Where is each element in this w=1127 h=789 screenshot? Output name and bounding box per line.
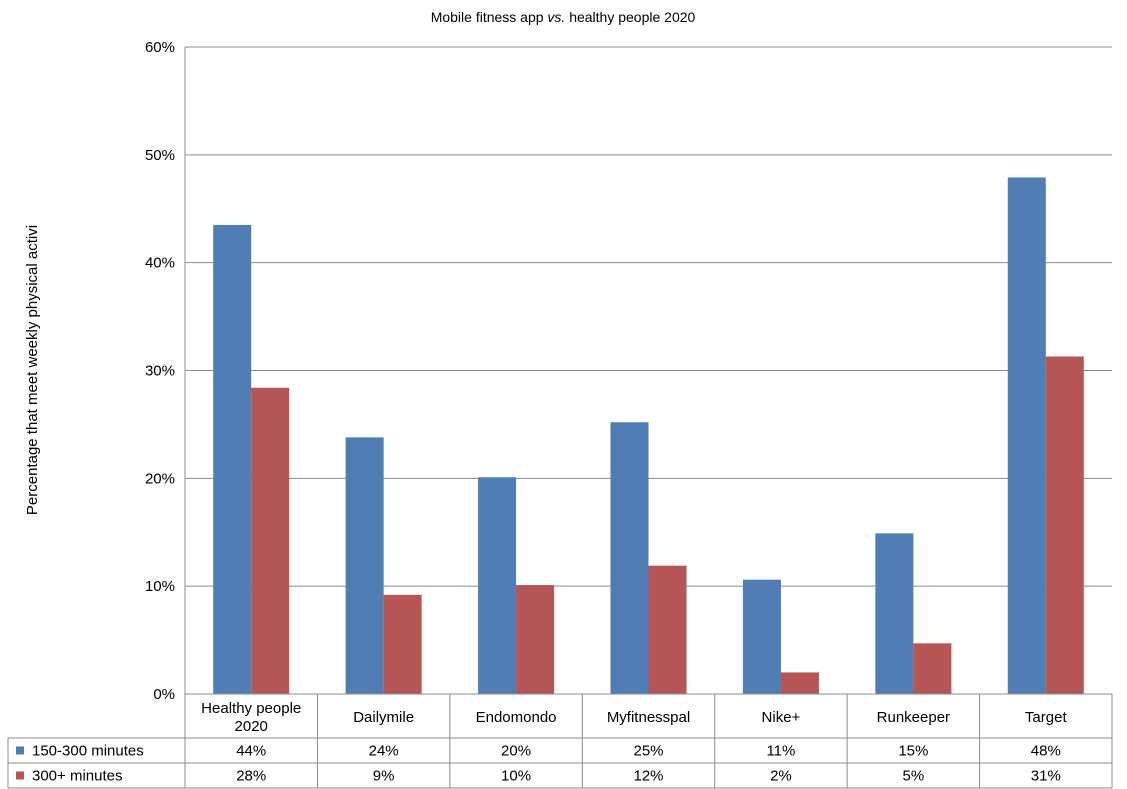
data-label: 48% (1031, 743, 1061, 760)
bar-series-2 (251, 387, 290, 694)
y-axis: 0% 10% 20% 30% 40% 50% 60% (145, 39, 186, 703)
bar-series-1 (345, 437, 384, 694)
data-label: 44% (236, 743, 266, 760)
y-tick-label: 20% (145, 470, 175, 487)
y-tick-label: 40% (145, 255, 175, 272)
chart-title-tail: healthy people 2020 (565, 9, 695, 25)
bar-series-1 (478, 477, 517, 694)
data-label: 31% (1031, 768, 1061, 785)
y-axis-label: Percentage that meet weekly physical act… (24, 225, 41, 515)
data-label: 25% (633, 743, 663, 760)
y-tick-label: 10% (145, 578, 175, 595)
data-label: 15% (898, 743, 928, 760)
legend-key-series-2 (16, 771, 24, 780)
bar-series-2 (648, 565, 687, 694)
category-label: Nike+ (762, 709, 801, 726)
category-label: Endomondo (476, 709, 557, 726)
bar-series-1 (1007, 177, 1046, 694)
category-label: Myfitnesspal (607, 709, 690, 726)
data-label: 9% (373, 768, 395, 785)
bars (213, 177, 1084, 695)
bar-series-1 (875, 533, 914, 694)
category-label: Healthy people (201, 700, 301, 717)
y-tick-label: 50% (145, 147, 175, 164)
category-label: Target (1025, 709, 1068, 726)
data-label: 20% (501, 743, 531, 760)
bar-series-2 (1045, 356, 1084, 694)
data-label: 11% (766, 743, 795, 760)
bar-series-2 (913, 643, 952, 694)
data-label: 10% (501, 768, 531, 785)
bar-series-2 (383, 594, 422, 694)
y-tick-label: 30% (145, 363, 175, 380)
bar-series-2 (516, 585, 555, 694)
bar-series-1 (213, 224, 252, 695)
data-label: 12% (633, 768, 663, 785)
bar-series-1 (610, 422, 649, 694)
data-label: 2% (770, 768, 792, 785)
chart-title-italic: vs. (547, 9, 565, 25)
bar-series-1 (742, 579, 781, 694)
data-label: 28% (236, 768, 266, 785)
bar-series-2 (780, 672, 819, 694)
data-label: 5% (903, 768, 925, 785)
chart-title-part: Mobile fitness app (431, 9, 548, 25)
chart-title: Mobile fitness app vs. healthy people 20… (431, 9, 696, 25)
category-label: Runkeeper (877, 709, 950, 726)
series-name: 150-300 minutes (32, 743, 144, 760)
y-tick-label: 60% (145, 39, 175, 56)
y-tick-label: 0% (153, 686, 175, 703)
data-label: 24% (369, 743, 399, 760)
legend-key-series-1 (16, 746, 24, 755)
series-name: 300+ minutes (32, 768, 122, 785)
category-label: 2020 (235, 718, 268, 735)
category-label: Dailymile (353, 709, 414, 726)
